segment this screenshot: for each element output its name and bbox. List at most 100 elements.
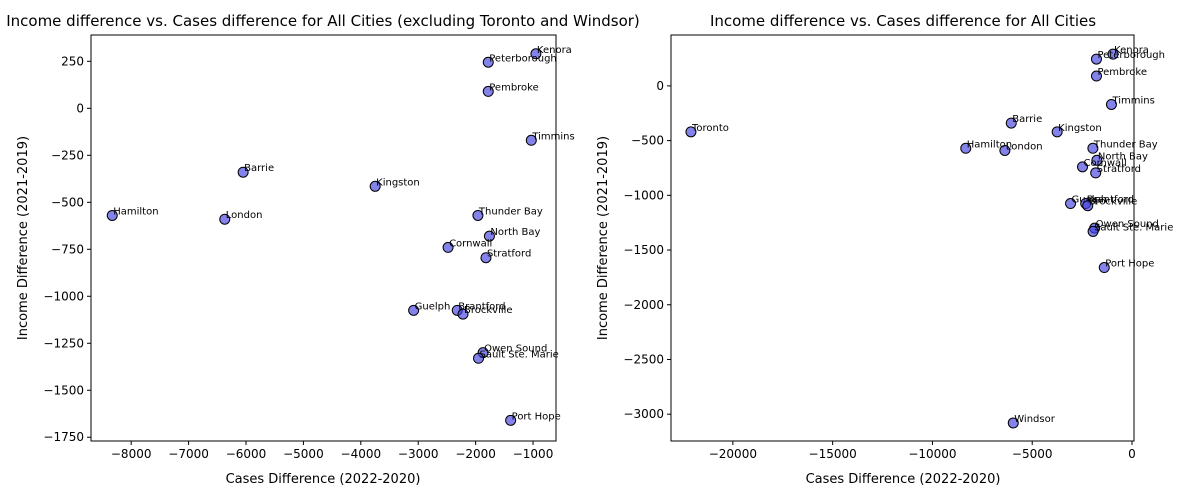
scatter-panel-left: Income difference vs. Cases difference f… [6, 12, 640, 487]
y-tick-label: −500 [51, 195, 84, 209]
x-axis-ticks: −20000 −15000 −10000 −5000 0 [709, 441, 1136, 461]
data-point [960, 142, 972, 154]
point-label: Hamilton [113, 206, 158, 217]
point-label: Kenora [1114, 45, 1149, 56]
data-point [483, 230, 495, 242]
y-tick-label: −2500 [623, 352, 664, 366]
point-label: Guelph [415, 301, 451, 312]
point-label: Sault Ste. Marie [480, 349, 559, 360]
point-label: Sault Ste. Marie [1094, 222, 1173, 233]
y-tick-label: 0 [656, 79, 664, 93]
point-label: Stratford [1097, 164, 1141, 175]
point-label: Toronto [691, 123, 729, 134]
x-tick-label: −5000 [283, 447, 324, 461]
y-axis-ticks: −3000 −2500 −2000 −1500 −1000 −500 0 [623, 79, 671, 421]
data-point [530, 48, 542, 60]
plot-area [90, 34, 557, 442]
point-label: Pembroke [1097, 67, 1147, 78]
x-tick-label: −10000 [908, 447, 956, 461]
data-point [1077, 161, 1089, 173]
point-label: Brantford [458, 301, 505, 312]
y-tick-label: −750 [51, 242, 84, 256]
data-point [1090, 70, 1102, 82]
data-point [1090, 167, 1102, 179]
y-tick-label: −1500 [43, 383, 84, 397]
point-label: Stratford [487, 249, 531, 260]
x-axis-label: Cases Difference (2022-2020) [226, 472, 421, 487]
x-tick-label: −4000 [341, 447, 382, 461]
data-point [1098, 262, 1110, 274]
plot-area [670, 34, 1135, 442]
y-tick-label: −1250 [43, 336, 84, 350]
data-point [219, 213, 231, 225]
data-point [1065, 198, 1077, 210]
data-point [473, 352, 484, 364]
point-label: Thunder Bay [478, 206, 543, 217]
y-tick-label: −500 [631, 134, 664, 148]
x-tick-label: −7000 [168, 447, 209, 461]
point-label: North Bay [490, 227, 540, 238]
point-label: Barrie [1012, 114, 1042, 125]
data-point [442, 241, 454, 253]
point-label: Kingston [1058, 123, 1102, 134]
point-label: Thunder Bay [1093, 139, 1158, 150]
point-label: Port Hope [1105, 259, 1154, 270]
data-point [505, 414, 517, 426]
data-point [999, 144, 1011, 156]
y-axis-label: Income Difference (2021-2019) [16, 136, 31, 340]
y-tick-label: −2000 [623, 298, 664, 312]
x-axis-ticks: −8000 −7000 −6000 −5000 −4000 −3000 −2000 −1000 [111, 441, 553, 461]
x-tick-label: 0 [1128, 447, 1136, 461]
point-label: Brantford [1087, 195, 1134, 206]
scatter-panel-right: Income difference vs. Cases difference f… [596, 12, 1173, 487]
y-tick-label: −3000 [623, 407, 664, 421]
x-tick-label: −5000 [1012, 447, 1053, 461]
point-label: Timmins [531, 131, 574, 142]
data-point [369, 180, 381, 192]
data-point [525, 134, 537, 146]
y-tick-label: −250 [51, 148, 84, 162]
data-point [1090, 53, 1102, 65]
y-tick-label: −1750 [43, 430, 84, 444]
y-tick-label: −1000 [623, 188, 664, 202]
point-label: Port Hope [512, 411, 561, 422]
data-point [1082, 200, 1094, 212]
point-label: Kenora [537, 45, 572, 56]
data-point [1007, 417, 1019, 429]
data-point [1105, 98, 1117, 110]
point-label: Barrie [244, 163, 274, 174]
point-label: London [226, 210, 263, 221]
data-point [480, 252, 492, 264]
data-point [1091, 154, 1103, 166]
point-label: Peterborough [1097, 50, 1165, 61]
point-label: Cornwall [1084, 158, 1127, 169]
data-point [482, 56, 494, 68]
point-label: Owen Sound [484, 344, 547, 355]
x-tick-label: −15000 [809, 447, 857, 461]
y-tick-label: 250 [61, 54, 84, 68]
chart-title: Income difference vs. Cases difference f… [710, 12, 1096, 30]
point-label: Windsor [1014, 414, 1055, 425]
point-label: Brockville [1089, 197, 1138, 208]
point-label: Timmins [1111, 95, 1154, 106]
data-point [1107, 48, 1119, 60]
data-point [1005, 117, 1017, 129]
y-tick-label: −1500 [623, 243, 664, 257]
point-label: Kingston [376, 177, 420, 188]
x-tick-label: −3000 [398, 447, 439, 461]
data-point [685, 126, 697, 138]
data-point [1087, 225, 1099, 237]
y-tick-label: −1000 [43, 289, 84, 303]
data-point [106, 209, 118, 221]
point-label: Brockville [464, 305, 513, 316]
x-tick-label: −1000 [513, 447, 554, 461]
point-label: Peterborough [489, 53, 557, 64]
data-point [1087, 142, 1099, 154]
chart-title: Income difference vs. Cases difference f… [6, 12, 640, 30]
data-point [472, 209, 484, 221]
data-point [482, 85, 494, 97]
x-tick-label: −6000 [226, 447, 267, 461]
